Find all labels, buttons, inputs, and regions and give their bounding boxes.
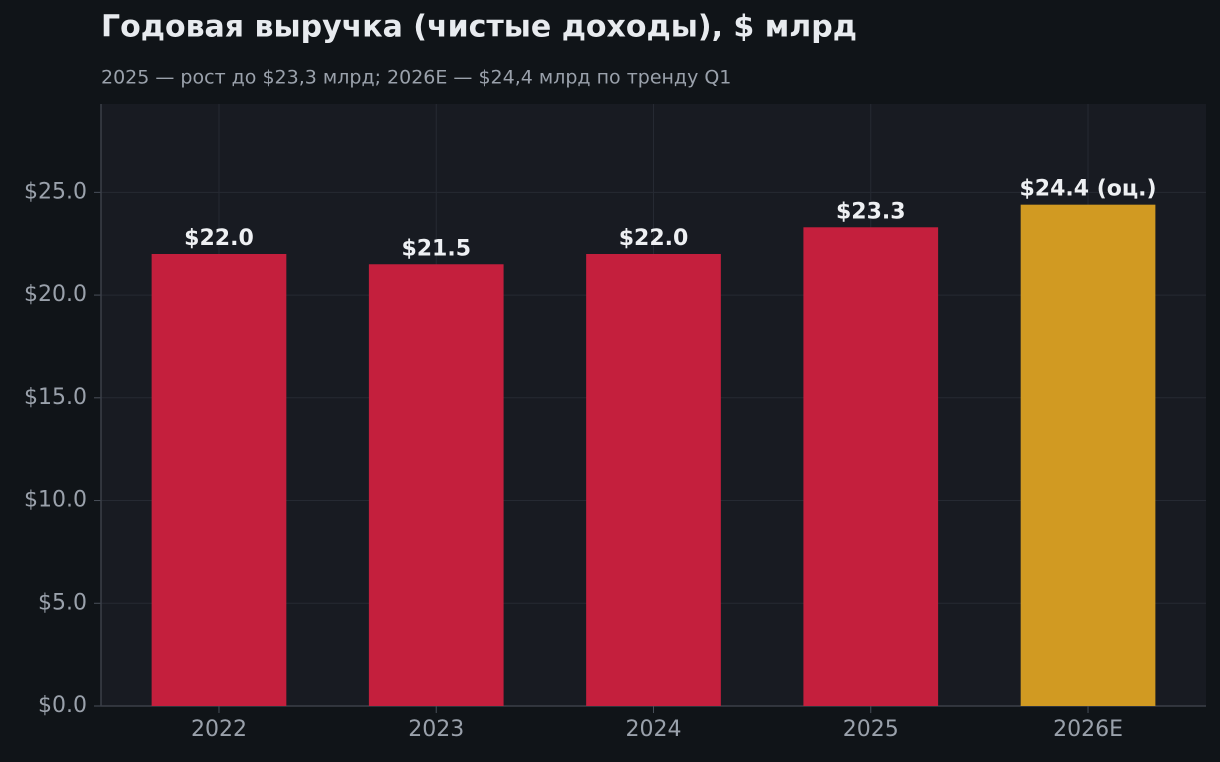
bar xyxy=(368,264,504,706)
x-tick-label: 2022 xyxy=(191,717,247,742)
bar xyxy=(803,227,939,707)
bar xyxy=(151,253,287,707)
value-label: $24.4 (оц.) xyxy=(1019,177,1156,202)
x-tick-label: 2025 xyxy=(843,717,899,742)
y-tick-label: $5.0 xyxy=(38,590,87,615)
y-tick-label: $15.0 xyxy=(24,385,87,410)
x-tick-label: 2023 xyxy=(408,717,464,742)
value-label: $23.3 xyxy=(836,199,906,224)
y-tick-label: $0.0 xyxy=(38,693,87,718)
y-tick-label: $10.0 xyxy=(24,488,87,513)
chart-subtitle: 2025 — рост до $23,3 млрд; 2026E — $24,4… xyxy=(101,67,731,89)
x-tick-label: 2026E xyxy=(1053,717,1123,742)
value-label: $22.0 xyxy=(619,226,689,251)
y-tick-label: $25.0 xyxy=(24,179,87,204)
value-label: $21.5 xyxy=(401,236,471,261)
chart-title: Годовая выручка (чистые доходы), $ млрд xyxy=(101,10,857,45)
value-label: $22.0 xyxy=(184,226,254,251)
y-tick-label: $20.0 xyxy=(24,282,87,307)
x-tick-label: 2024 xyxy=(626,717,682,742)
bar xyxy=(586,253,721,707)
bar xyxy=(1020,204,1156,706)
